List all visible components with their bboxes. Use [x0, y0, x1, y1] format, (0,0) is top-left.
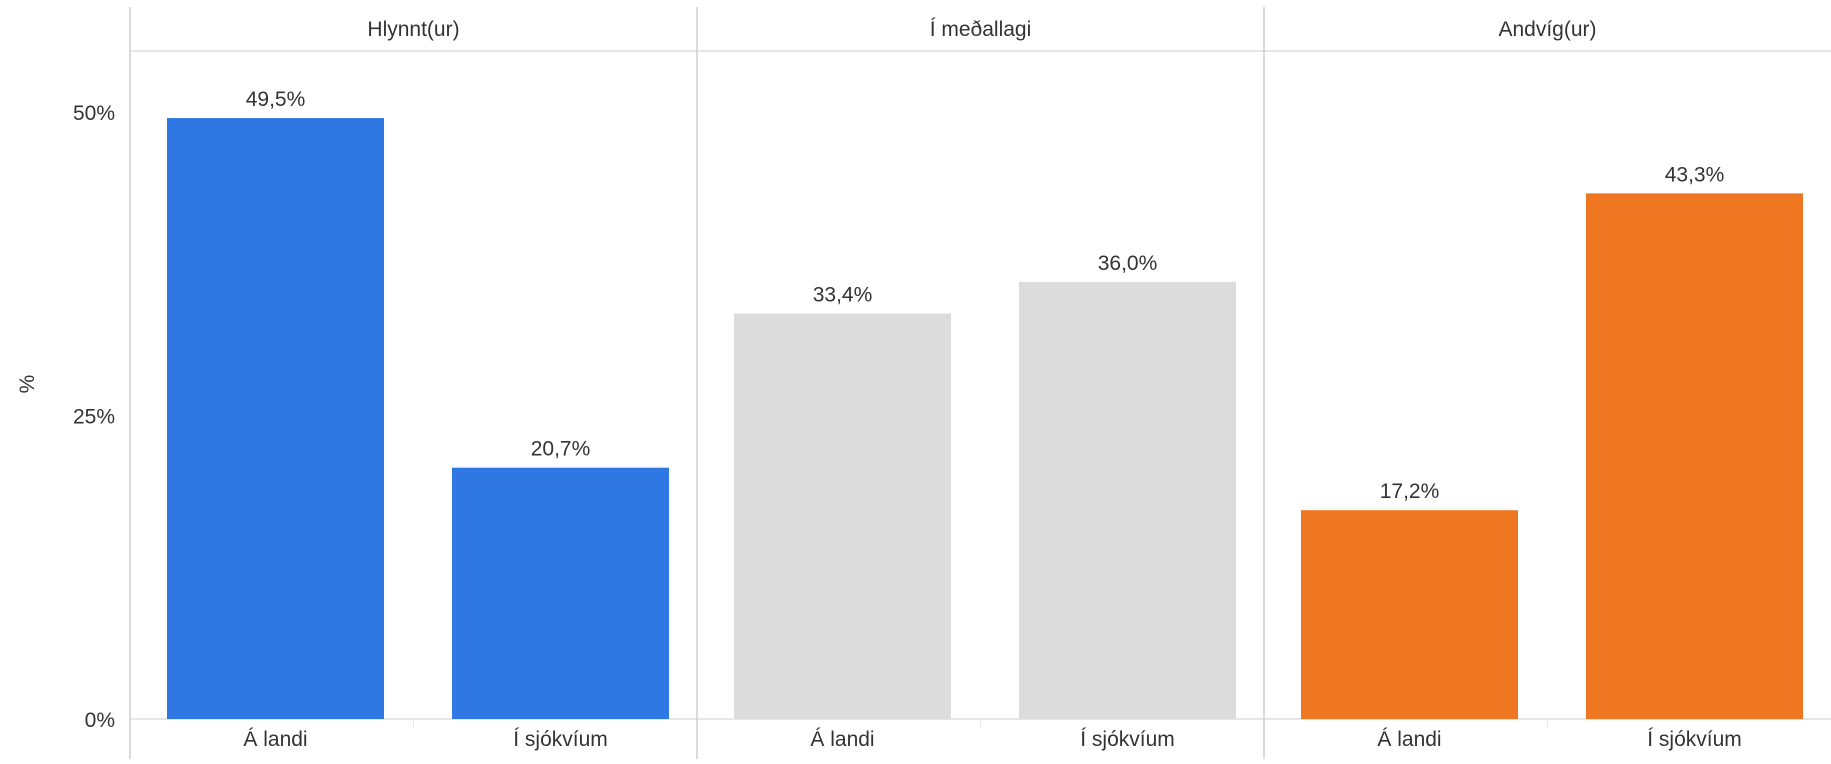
- x-tick-label: Í sjókvíum: [513, 728, 608, 751]
- bar-value-label: 43,3%: [1665, 163, 1725, 186]
- panel-header-label: Andvíg(ur): [1498, 18, 1596, 41]
- x-tick-label: Í sjókvíum: [1080, 728, 1175, 751]
- y-tick-label: 50%: [73, 102, 115, 125]
- bar: [1586, 193, 1803, 719]
- y-tick-label: 0%: [85, 709, 115, 732]
- x-tick-label: Í sjókvíum: [1647, 728, 1742, 751]
- bar-value-label: 33,4%: [813, 284, 873, 307]
- y-tick-label: 25%: [73, 406, 115, 429]
- bar: [1301, 510, 1518, 719]
- bar: [452, 467, 669, 719]
- y-axis-label: %: [16, 375, 39, 394]
- panel-header-label: Hlynnt(ur): [367, 18, 459, 41]
- bar: [167, 118, 384, 719]
- panel-header-label: Í meðallagi: [930, 18, 1032, 41]
- bar-value-label: 49,5%: [246, 88, 306, 111]
- bar-value-label: 36,0%: [1098, 252, 1158, 275]
- bar-value-label: 20,7%: [531, 438, 591, 461]
- x-tick-label: Á landi: [243, 728, 307, 751]
- bar-value-label: 17,2%: [1380, 480, 1440, 503]
- bar: [734, 313, 951, 719]
- x-tick-label: Á landi: [1377, 728, 1441, 751]
- x-tick-label: Á landi: [810, 728, 874, 751]
- bar: [1019, 281, 1236, 719]
